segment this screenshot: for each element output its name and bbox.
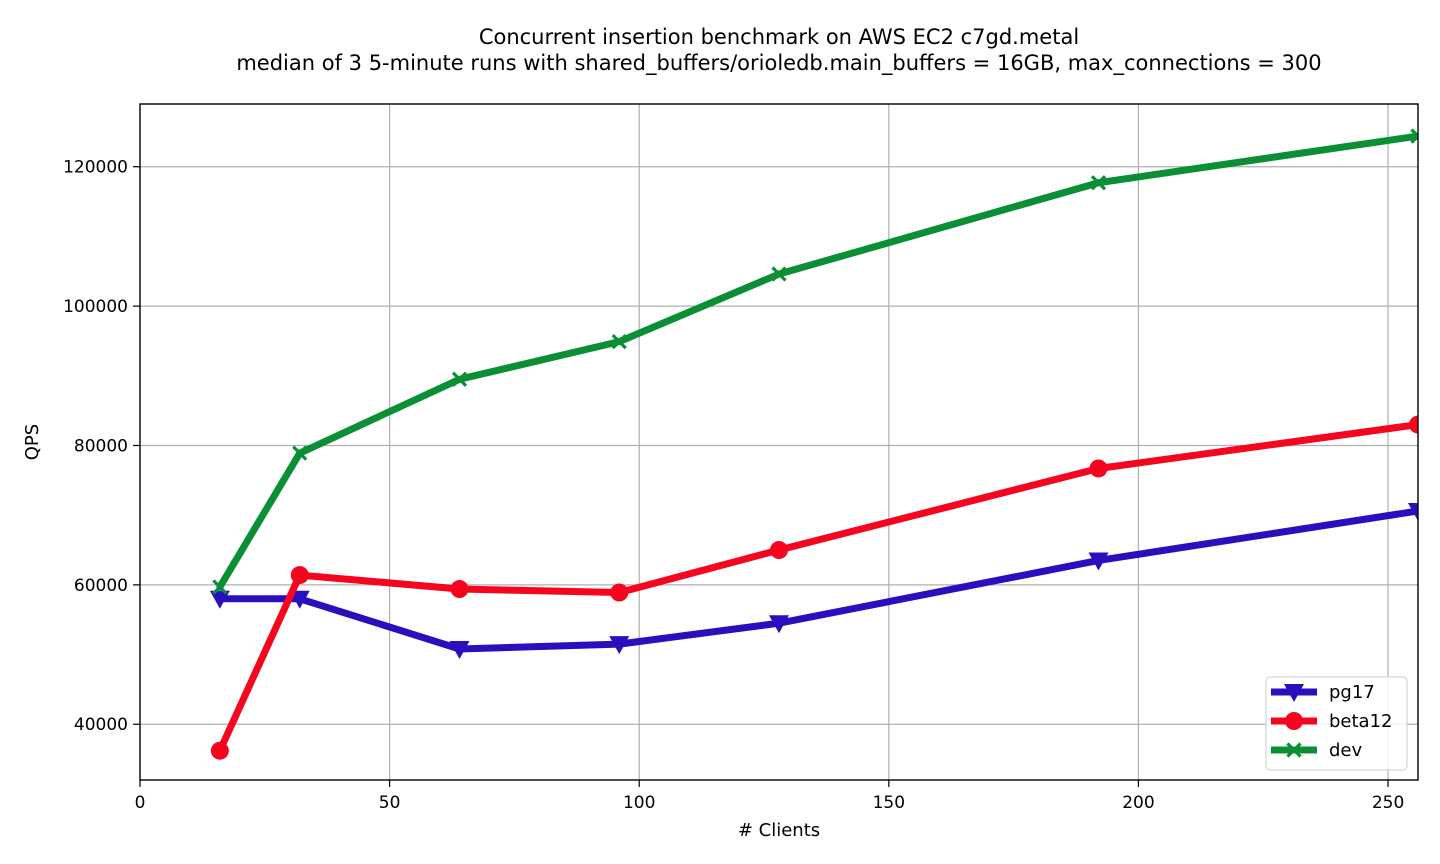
y-axis-label: QPS [22, 424, 43, 460]
data-point-dev [1090, 175, 1107, 191]
x-tick-label: 150 [873, 793, 905, 813]
y-tick-label: 120000 [63, 158, 128, 178]
plot-frame [139, 103, 1419, 781]
data-point-dev [292, 445, 308, 461]
y-tick-label: 80000 [74, 436, 128, 456]
data-point-pg17 [449, 640, 470, 659]
data-point-beta12 [770, 541, 788, 560]
data-point-beta12 [210, 741, 229, 760]
legend-marker-pg17 [1284, 684, 1304, 702]
data-point-pg17 [769, 615, 789, 634]
series-layer [209, 128, 1418, 760]
data-point-dev [212, 579, 228, 595]
data-point-beta12 [450, 580, 469, 599]
chart-subtitle: median of 3 5-minute runs with shared_bu… [236, 51, 1321, 76]
y-tick-label: 40000 [74, 715, 128, 735]
x-tick-label: 100 [623, 793, 655, 813]
data-point-beta12 [610, 583, 629, 602]
data-point-pg17 [1088, 552, 1109, 571]
x-tick-label: 0 [135, 793, 146, 813]
legend-marker-dev [1286, 742, 1302, 758]
data-point-pg17 [609, 636, 630, 655]
x-axis-label: # Clients [738, 820, 820, 841]
y-tick-label: 100000 [63, 297, 128, 317]
series-pg17 [209, 502, 1418, 659]
x-tick-label: 250 [1372, 793, 1404, 813]
data-point-beta12 [290, 566, 309, 585]
x-tick-label: 200 [1122, 793, 1154, 813]
data-point-pg17 [209, 590, 230, 609]
legend-label-beta12: beta12 [1329, 711, 1393, 732]
data-point-dev [451, 371, 468, 387]
legend-marker-beta12 [1285, 712, 1303, 730]
series-beta12 [210, 415, 1418, 760]
y-tick-label: 60000 [74, 576, 128, 596]
legend: pg17 beta12 dev [1265, 676, 1408, 771]
data-point-beta12 [1089, 459, 1108, 478]
data-point-dev [611, 334, 627, 350]
data-point-beta12 [1409, 415, 1418, 434]
data-point-pg17 [1408, 502, 1418, 521]
ticks: 0 50 100 150 200 250 40000 60000 80000 100000 1200… [63, 158, 1404, 813]
data-point-dev [771, 266, 787, 282]
series-dev [212, 128, 1418, 595]
data-point-dev [1410, 128, 1418, 144]
data-point-pg17 [289, 590, 310, 609]
chart-title: Concurrent insertion benchmark on AWS EC… [479, 25, 1079, 49]
legend-label-dev: dev [1329, 740, 1363, 761]
x-tick-label: 50 [379, 793, 401, 813]
legend-label-pg17: pg17 [1329, 682, 1375, 703]
